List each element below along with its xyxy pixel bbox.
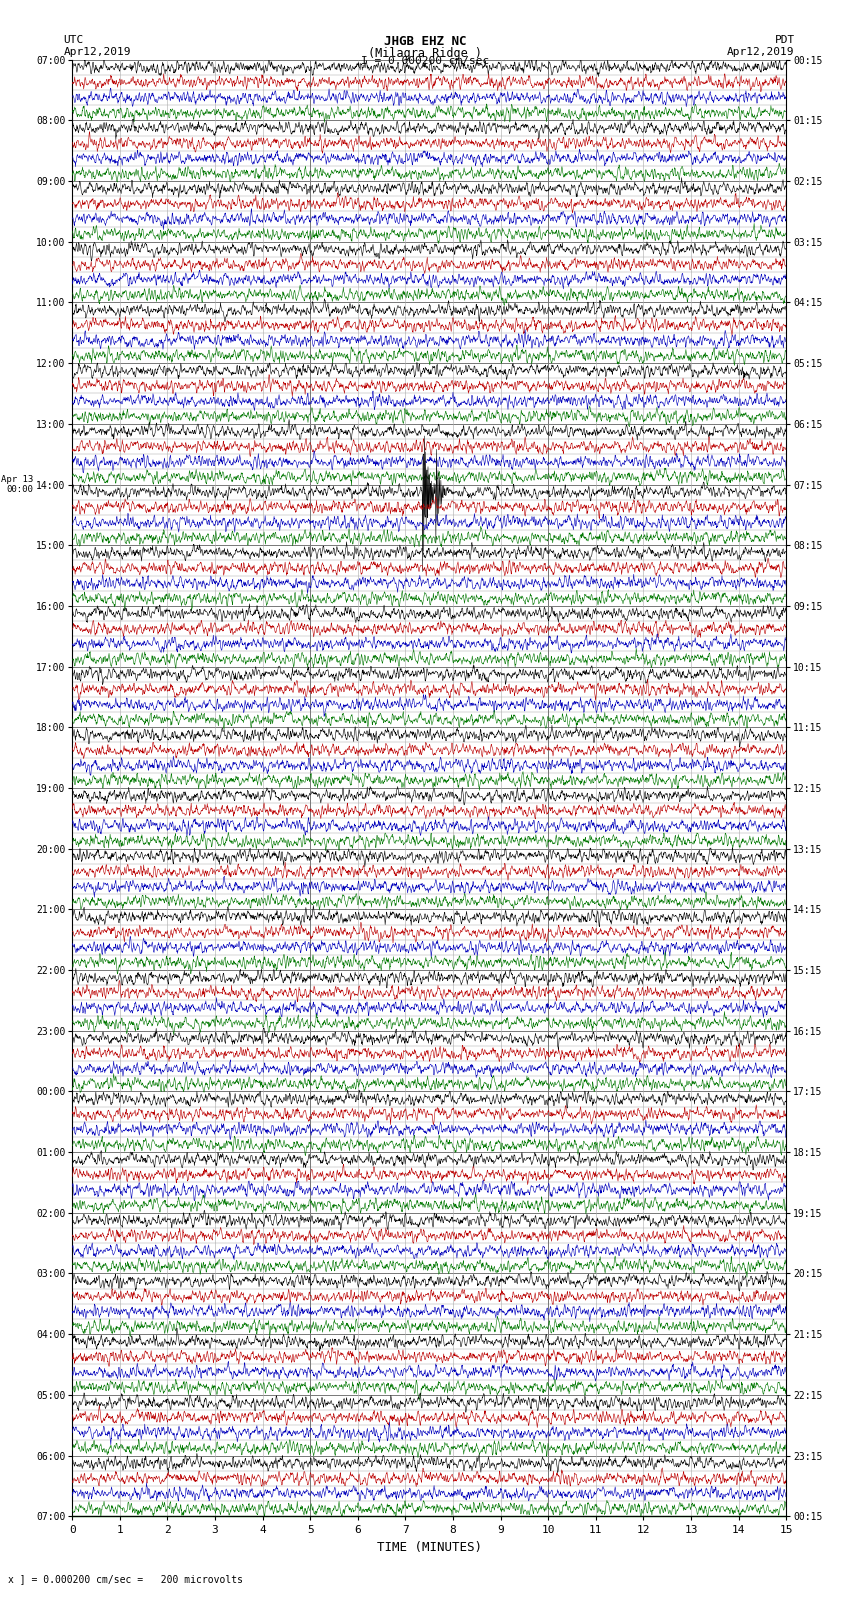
Text: I = 0.000200 cm/sec: I = 0.000200 cm/sec bbox=[361, 56, 489, 66]
Text: UTC: UTC bbox=[64, 35, 84, 45]
X-axis label: TIME (MINUTES): TIME (MINUTES) bbox=[377, 1540, 482, 1553]
Text: (Milagra Ridge ): (Milagra Ridge ) bbox=[368, 47, 482, 60]
Text: PDT: PDT bbox=[774, 35, 795, 45]
Text: Apr12,2019: Apr12,2019 bbox=[728, 47, 795, 56]
Text: Apr12,2019: Apr12,2019 bbox=[64, 47, 131, 56]
Text: Apr 13
00:00: Apr 13 00:00 bbox=[1, 474, 33, 494]
Text: x ] = 0.000200 cm/sec =   200 microvolts: x ] = 0.000200 cm/sec = 200 microvolts bbox=[8, 1574, 243, 1584]
Text: JHGB EHZ NC: JHGB EHZ NC bbox=[383, 35, 467, 48]
